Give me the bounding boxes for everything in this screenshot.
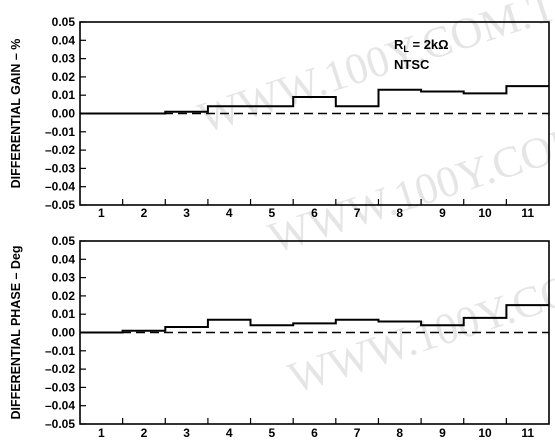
differential-phase-panel: 0.05 0.04 0.03 0.02 0.01 0.00 –0.01 –0.02 –0.03 –… (9, 234, 550, 440)
y-tick-label: 0.04 (52, 33, 76, 47)
x-tick-label: 4 (226, 426, 233, 440)
y-tick-label: –0.01 (45, 344, 75, 358)
x-tick-label: 11 (521, 426, 534, 440)
x-tick-label: 5 (269, 206, 276, 220)
y-tick-label: 0.00 (52, 326, 76, 340)
rl-annotation: RL = 2kΩ (394, 37, 449, 54)
x-tick-label: 5 (269, 426, 276, 440)
x-tick-label: 3 (183, 206, 190, 220)
x-tick-label: 1 (98, 206, 105, 220)
y-tick-label: –0.05 (45, 417, 75, 431)
y-tick-label: –0.03 (45, 380, 75, 394)
y-tick-label: –0.05 (45, 198, 75, 212)
rl-subscript: L (403, 44, 409, 54)
y-tick-label: 0.04 (52, 252, 76, 266)
x-tick-label: 8 (396, 206, 403, 220)
y-tick-label: 0.03 (52, 271, 76, 285)
x-tick-label: 9 (439, 426, 446, 440)
y-tick-label: 0.02 (52, 70, 76, 84)
x-tick-label: 8 (396, 426, 403, 440)
y-axis-label: DIFFERENTIAL GAIN – % (9, 39, 23, 189)
rl-prefix: R (394, 37, 404, 52)
standard-annotation: NTSC (394, 57, 430, 72)
y-tick-label: 0.01 (52, 88, 76, 102)
y-tick-label: –0.02 (45, 143, 75, 157)
differential-gain-panel: 0.05 0.04 0.03 0.02 0.01 0.00 –0.01 –0.02 –0.03 –… (9, 15, 550, 220)
y-tick-label: 0.01 (52, 307, 76, 321)
y-tick-label: 0.02 (52, 289, 76, 303)
y-tick-label: 0.05 (52, 15, 76, 29)
x-tick-label: 2 (141, 426, 148, 440)
y-tick-label: –0.02 (45, 362, 75, 376)
y-tick-label: –0.04 (45, 180, 75, 194)
x-tick-label: 1 (98, 426, 105, 440)
x-tick-label: 7 (354, 426, 361, 440)
x-tick-label: 6 (311, 426, 318, 440)
x-tick-label: 11 (521, 206, 534, 220)
y-tick-label: –0.04 (45, 399, 75, 413)
x-tick-label: 2 (141, 206, 148, 220)
rl-value: = 2kΩ (409, 37, 449, 52)
y-tick-label: 0.03 (52, 52, 76, 66)
series-step-line (80, 304, 549, 334)
y-tick-label: –0.01 (45, 125, 75, 139)
series-step-line (80, 85, 549, 115)
x-tick-label: 3 (183, 426, 190, 440)
x-tick-label: 9 (439, 206, 446, 220)
x-tick-label: 7 (354, 206, 361, 220)
x-tick-label: 10 (478, 206, 492, 220)
x-tick-label: 6 (311, 206, 318, 220)
y-tick-label: –0.03 (45, 161, 75, 175)
y-tick-label: 0.05 (52, 234, 76, 248)
y-tick-label: 0.00 (52, 107, 76, 121)
x-tick-label: 10 (478, 426, 492, 440)
x-tick-label: 4 (226, 206, 233, 220)
y-axis-label: DIFFERENTIAL PHASE – Deg (9, 245, 23, 419)
